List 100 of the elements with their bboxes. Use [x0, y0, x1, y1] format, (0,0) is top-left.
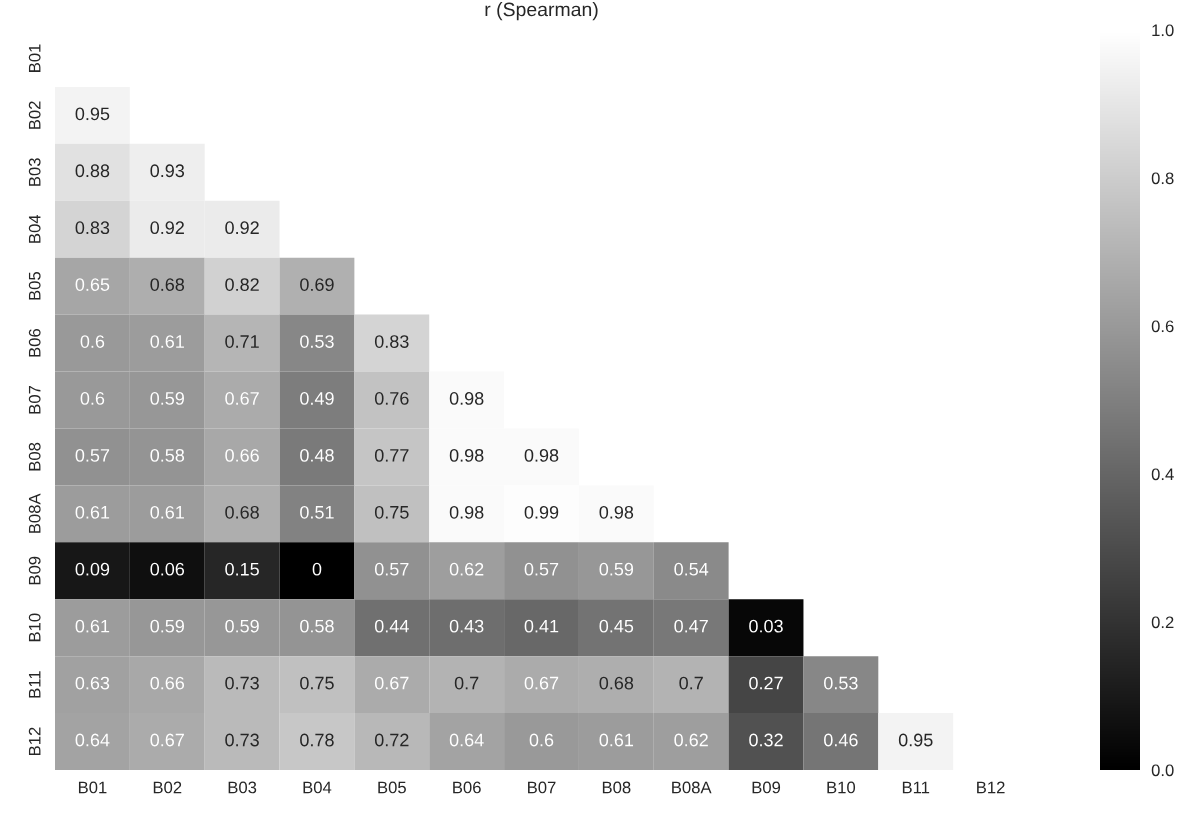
data-label: 0.59 [150, 392, 184, 405]
y-tick-label: B04 [28, 214, 41, 243]
data-label: 0.27 [749, 676, 783, 690]
data-label: 0.69 [300, 278, 334, 291]
x-tick-label: B03 [228, 781, 257, 794]
y-tick-label: B08 [28, 442, 41, 471]
data-label: 0.82 [225, 278, 259, 291]
color-bar-label: 0.2 [1151, 616, 1174, 629]
data-label: 0.61 [150, 335, 184, 348]
x-tick-label: B04 [303, 781, 332, 794]
data-label: 0.51 [300, 505, 334, 519]
data-label: 0.41 [524, 619, 559, 633]
x-tick-label: B08 [602, 781, 631, 794]
y-tick-label: B11 [28, 671, 41, 698]
data-label: 0.49 [300, 392, 334, 405]
x-tick-label: B06 [453, 781, 481, 794]
y-tick-label: B03 [28, 158, 41, 186]
x-tick-label: B11 [902, 781, 930, 794]
data-label: 0.59 [225, 619, 259, 633]
data-label: 0.48 [300, 448, 334, 462]
data-label: 0.78 [300, 733, 334, 747]
data-label: 0.98 [524, 448, 559, 462]
data-label: 0.45 [599, 619, 634, 633]
data-label: 0.61 [599, 733, 634, 747]
data-label: 0.68 [225, 505, 259, 519]
data-label: 0.75 [374, 505, 409, 519]
data-label: 0.43 [449, 619, 484, 633]
data-label: 0.54 [674, 562, 709, 576]
data-label: 0.7 [679, 676, 703, 690]
data-label: 0.58 [150, 448, 185, 462]
data-label: 0.68 [599, 676, 634, 690]
data-label: 0.57 [374, 562, 409, 576]
data-label: 0.95 [75, 107, 110, 121]
x-tick-label: B01 [78, 781, 107, 794]
y-tick-label: B05 [28, 272, 41, 300]
y-tick-label: B10 [28, 613, 41, 642]
x-tick-label: B12 [977, 781, 1005, 794]
data-label: 0 [312, 562, 322, 576]
data-label: 0.53 [300, 335, 334, 348]
data-label: 0.53 [824, 676, 858, 690]
data-label: 0.68 [150, 278, 185, 291]
data-label: 0.09 [75, 562, 110, 576]
data-label: 0.58 [300, 619, 334, 633]
data-label: 0.67 [524, 676, 559, 690]
data-label: 0.6 [80, 335, 105, 348]
data-label: 0.83 [374, 335, 409, 348]
data-label: 0.32 [749, 733, 783, 747]
data-label: 0.92 [150, 221, 184, 235]
data-label: 0.83 [75, 221, 110, 235]
data-label: 0.66 [225, 448, 259, 462]
data-label: 0.57 [75, 448, 110, 462]
data-label: 0.99 [524, 505, 559, 519]
data-label: 0.59 [150, 619, 184, 633]
data-label: 0.71 [225, 335, 259, 348]
color-bar-label: 0.0 [1151, 764, 1174, 777]
x-tick-label: B02 [153, 781, 182, 794]
data-label: 0.03 [749, 619, 783, 633]
x-tick-label: B10 [827, 781, 856, 794]
data-label: 0.47 [674, 619, 708, 633]
data-label: 0.62 [449, 562, 484, 576]
data-label: 0.67 [225, 392, 259, 405]
data-label: 0.06 [150, 562, 185, 576]
data-label: 0.76 [374, 392, 409, 405]
y-tick-label: B07 [28, 386, 41, 414]
data-label: 0.93 [150, 164, 185, 178]
y-tick-label: B01 [28, 44, 41, 72]
y-tick-label: B09 [28, 556, 41, 585]
y-tick-label: B12 [28, 727, 41, 755]
y-tick-label: B06 [28, 328, 41, 357]
x-tick-label: B05 [378, 781, 406, 794]
data-label: 0.61 [75, 505, 110, 519]
data-label: 0.61 [150, 505, 184, 519]
data-label: 0.88 [75, 164, 110, 178]
data-label: 0.7 [454, 676, 479, 690]
data-label: 0.72 [374, 733, 409, 747]
data-label: 0.98 [449, 392, 484, 405]
data-label: 0.6 [529, 733, 554, 747]
data-label: 0.98 [449, 448, 484, 462]
data-label: 0.98 [599, 505, 634, 519]
x-tick-label: B07 [528, 781, 556, 794]
chart-title: r (Spearman) [485, 2, 598, 21]
data-label: 0.15 [225, 562, 259, 576]
data-label: 0.73 [225, 676, 259, 690]
data-label: 0.66 [150, 676, 185, 690]
data-label: 0.65 [75, 278, 110, 291]
color-bar-label: 1.0 [1152, 24, 1174, 37]
data-label: 0.77 [374, 448, 409, 462]
data-label: 0.67 [374, 676, 409, 690]
data-label: 0.6 [80, 392, 105, 405]
data-label: 0.62 [674, 733, 708, 747]
data-label: 0.95 [898, 733, 933, 747]
data-label: 0.92 [225, 221, 259, 235]
data-label: 0.64 [449, 733, 484, 747]
data-label: 0.59 [599, 562, 634, 576]
data-label: 0.64 [75, 733, 110, 747]
color-bar-label: 0.4 [1151, 468, 1174, 481]
data-label: 0.46 [824, 733, 858, 747]
color-bar-label: 0.6 [1151, 320, 1174, 333]
data-label: 0.75 [300, 676, 334, 690]
data-label: 0.98 [449, 505, 484, 519]
